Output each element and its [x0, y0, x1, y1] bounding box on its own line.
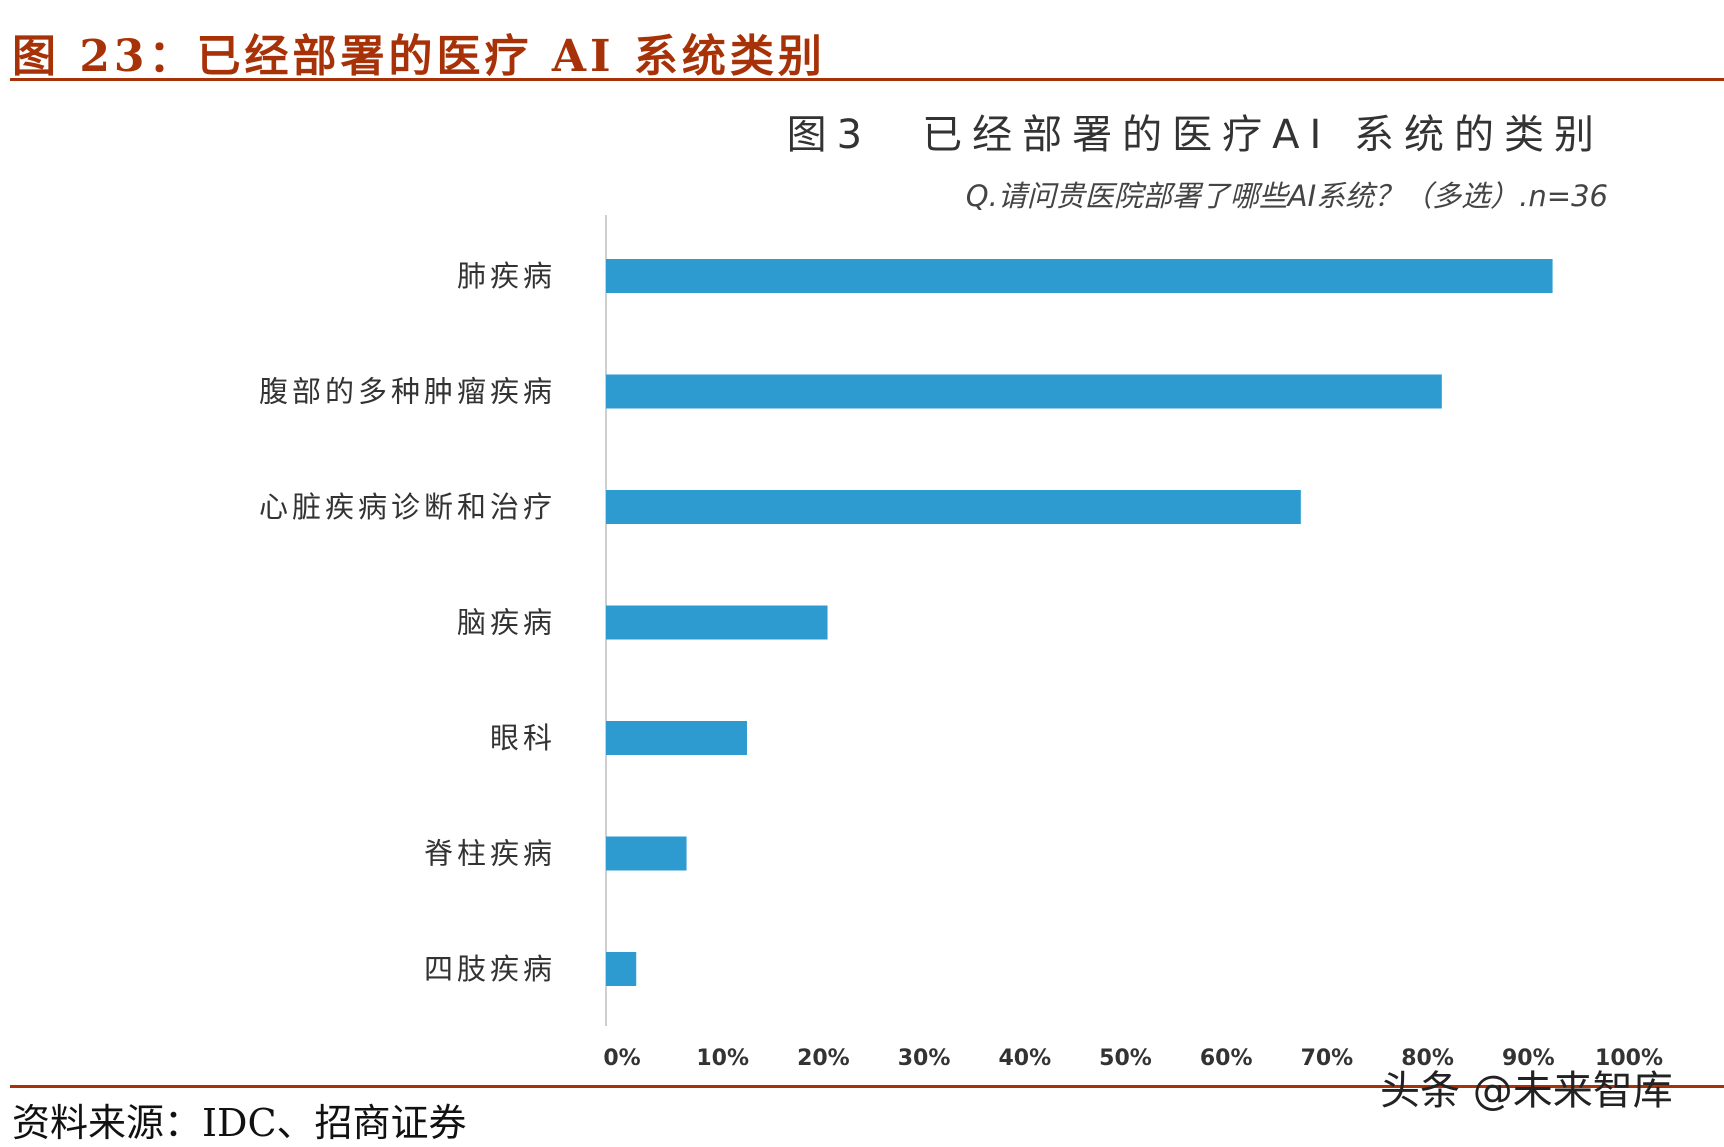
x-tick-label: 90%: [1502, 1046, 1555, 1071]
chart-subtitle: Q.请问贵医院部署了哪些AI系统？（多选）.n=36: [966, 179, 1608, 213]
x-tick-label: 80%: [1401, 1046, 1454, 1071]
header-rule: [10, 78, 1724, 81]
category-label: 脑疾病: [457, 606, 556, 640]
category-label: 眼科: [490, 721, 556, 755]
source-note: 资料来源：IDC、招商证券: [12, 1101, 467, 1145]
bar: [606, 952, 637, 986]
bar: [606, 490, 1301, 524]
chart-title: 图3 已经部署的医疗AI 系统的类别: [787, 112, 1604, 158]
x-tick-label: 100%: [1595, 1046, 1663, 1071]
figure-header: 图 23：已经部署的医疗 AI 系统类别: [12, 31, 826, 82]
x-tick-labels: 0% 10% 20% 30% 40% 50% 60% 70% 80% 90% 100%: [603, 1046, 1663, 1071]
category-label: 脊柱疾病: [424, 837, 556, 871]
x-tick-label: 0%: [603, 1046, 640, 1071]
x-tick-label: 30%: [898, 1046, 951, 1071]
bar: [606, 259, 1553, 293]
x-tick-label: 10%: [696, 1046, 749, 1071]
watermark: 头条 @未来智库: [1380, 1068, 1673, 1114]
x-tick-label: 40%: [998, 1046, 1051, 1071]
x-tick-label: 70%: [1301, 1046, 1354, 1071]
category-label: 四肢疾病: [424, 952, 556, 986]
bar: [606, 374, 1442, 409]
x-tick-label: 20%: [797, 1046, 850, 1071]
category-label: 腹部的多种肿瘤疾病: [259, 375, 556, 409]
x-tick-label: 60%: [1200, 1046, 1253, 1071]
category-label: 肺疾病: [457, 259, 556, 293]
bar: [606, 836, 687, 871]
bars-group: [606, 259, 1553, 986]
bar: [606, 605, 828, 640]
footer-rule: [10, 1085, 1724, 1088]
bar: [606, 721, 747, 755]
x-tick-label: 50%: [1099, 1046, 1152, 1071]
category-label: 心脏疾病诊断和治疗: [259, 490, 556, 524]
